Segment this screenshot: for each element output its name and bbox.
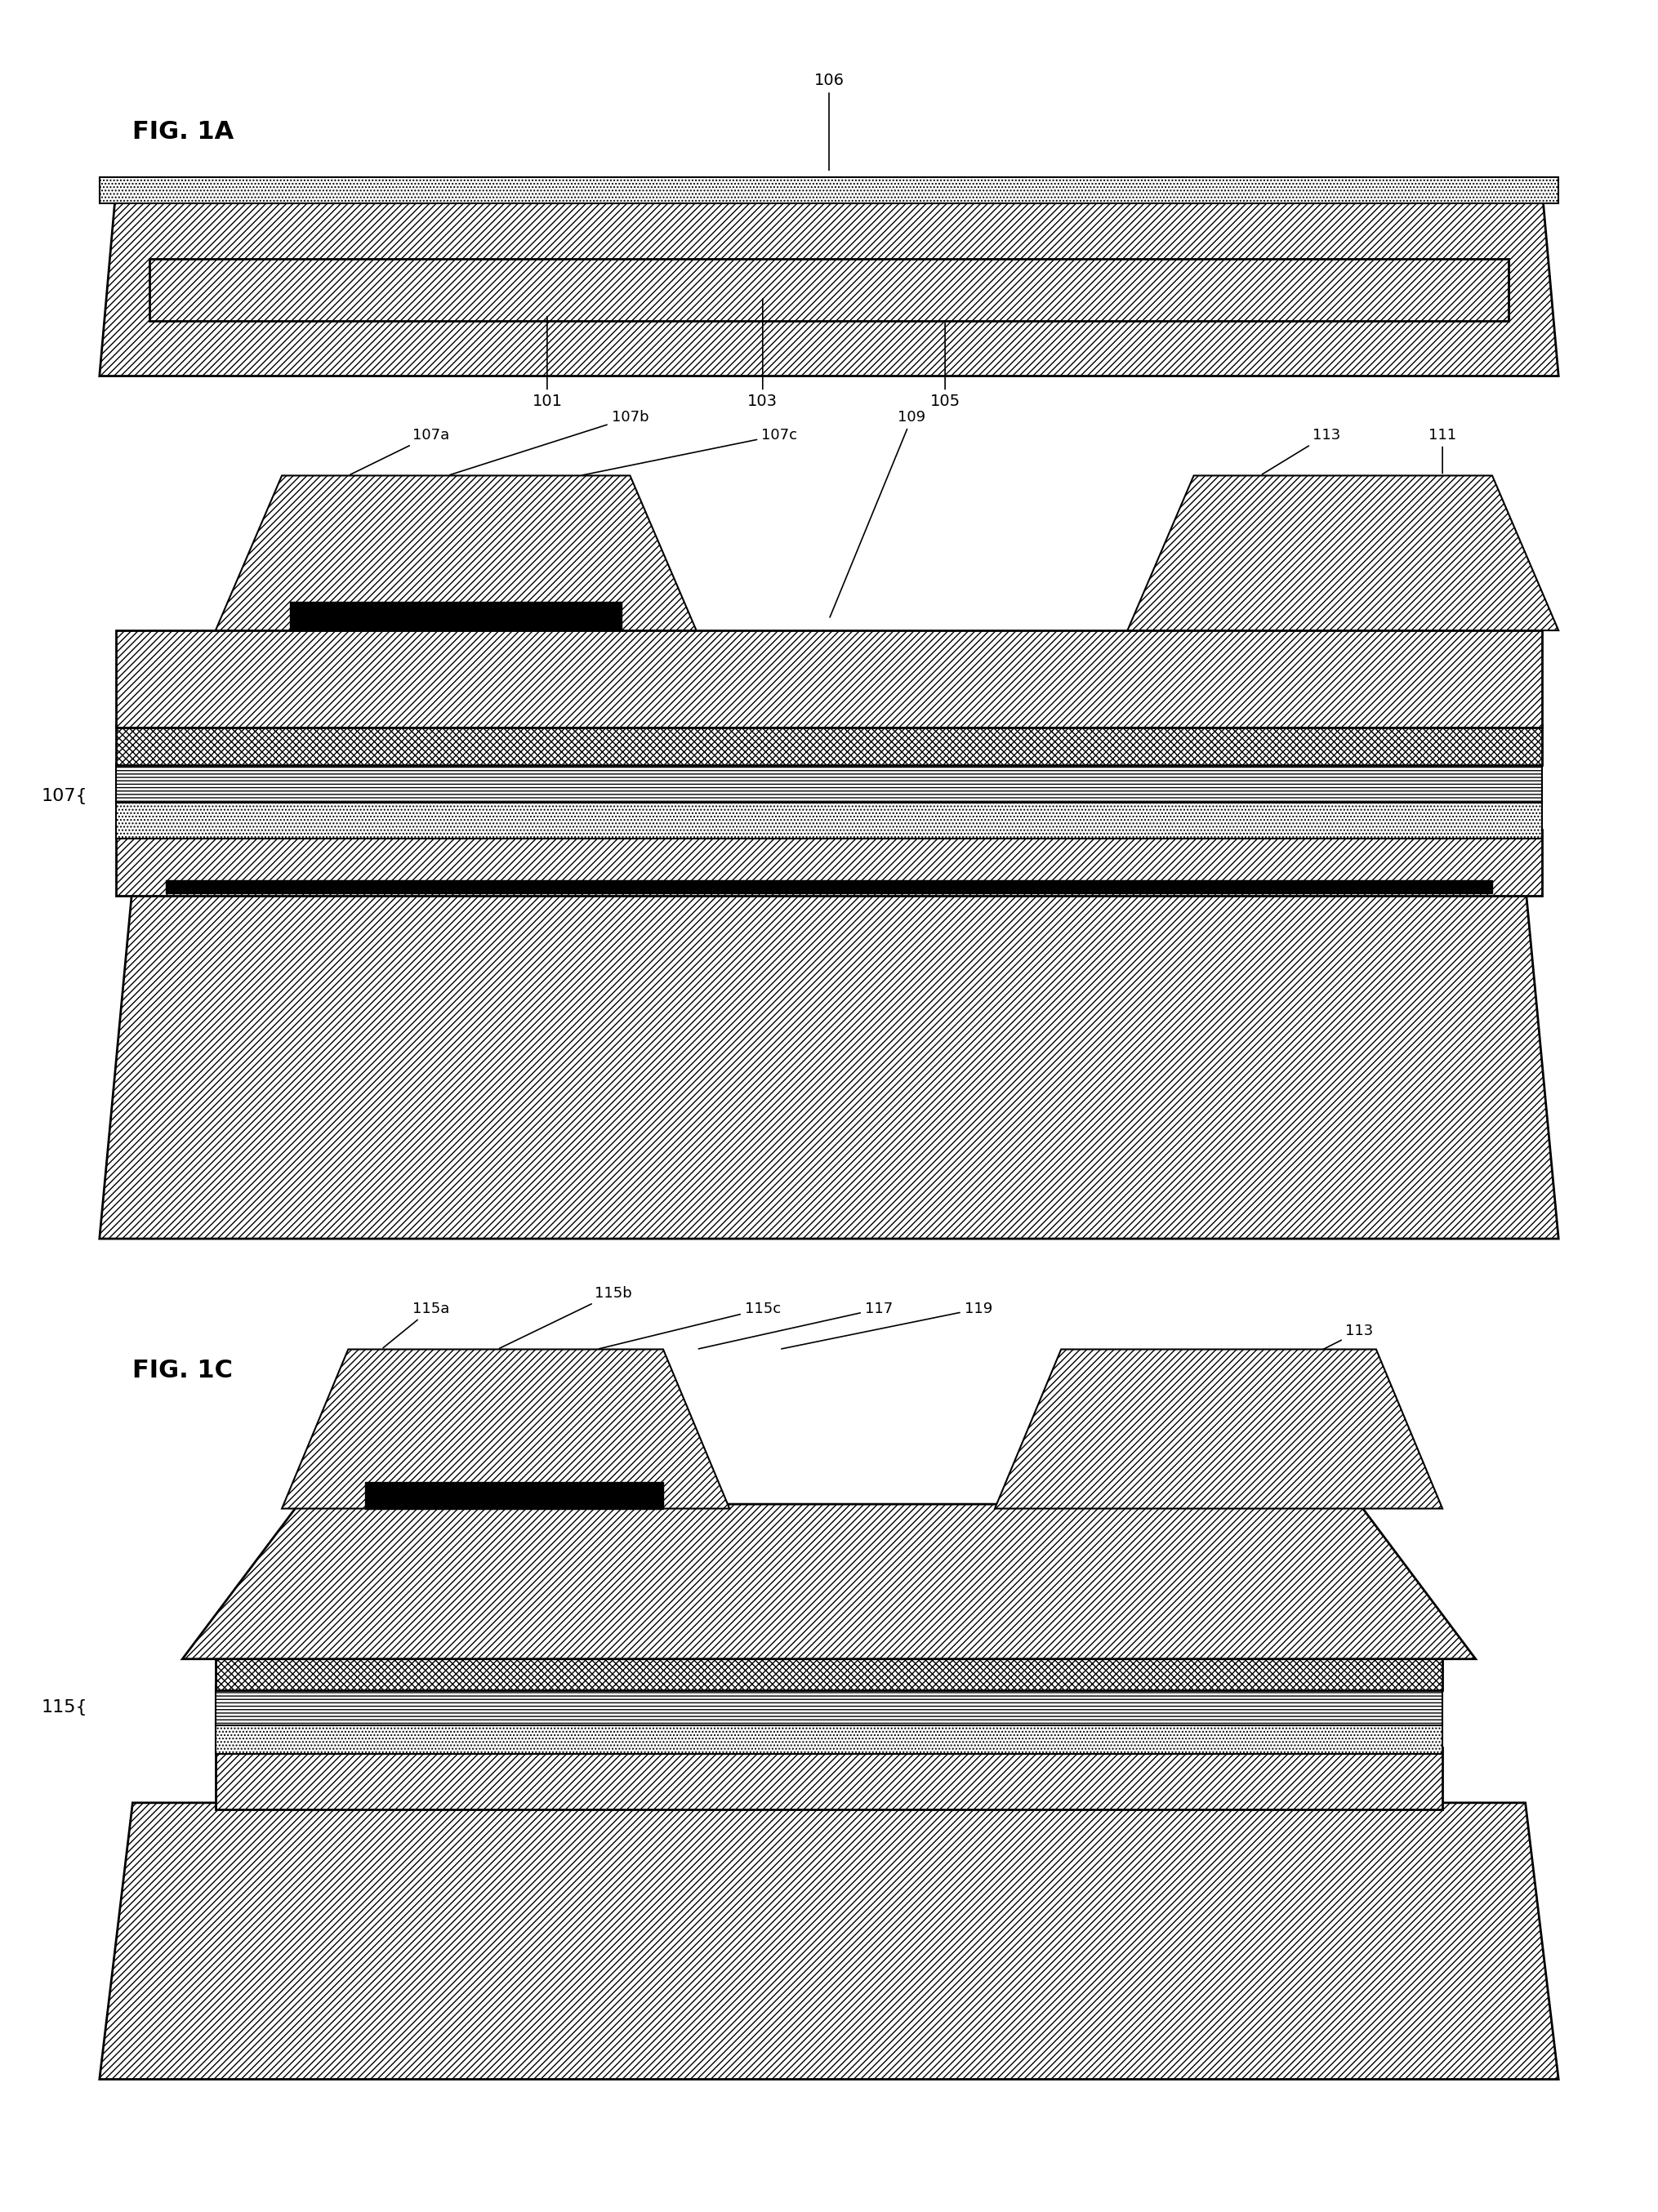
Text: 115a: 115a [383,1301,449,1347]
Bar [116,763,1542,803]
Polygon shape [99,885,1559,1239]
Text: 107{: 107{ [41,787,88,805]
Bar [216,1747,1442,1809]
Text: 115b: 115b [499,1285,632,1349]
Text: 107a: 107a [350,427,449,476]
Text: 113: 113 [1229,1323,1373,1398]
Text: FIG. 1A: FIG. 1A [133,119,234,144]
Text: 107b: 107b [449,409,648,476]
Bar [216,1652,1442,1690]
Text: 117: 117 [698,1301,892,1349]
Text: 113: 113 [1262,427,1340,473]
Polygon shape [182,1504,1476,1659]
Bar [116,801,1542,838]
Polygon shape [995,1349,1442,1509]
Polygon shape [216,476,696,630]
Bar [365,1482,663,1509]
Bar [116,726,1542,765]
Text: 103: 103 [748,299,778,409]
Text: FIG. 1B: FIG. 1B [133,816,234,841]
Polygon shape [1127,476,1559,630]
Bar [99,177,1559,204]
Text: 115c: 115c [599,1301,781,1349]
Text: 109: 109 [831,409,925,617]
Bar [216,1686,1442,1725]
Bar [116,630,1542,728]
Bar [149,259,1509,321]
Text: 107c: 107c [582,427,797,476]
Bar [116,830,1542,896]
Text: FIG. 1C: FIG. 1C [133,1358,234,1382]
Bar [166,880,1492,894]
Text: 101: 101 [532,316,562,409]
Text: 111: 111 [1429,427,1456,473]
Text: 106: 106 [814,73,844,170]
Polygon shape [99,1803,1559,2079]
Polygon shape [282,1349,730,1509]
Bar [216,1721,1442,1754]
Text: 115{: 115{ [41,1699,88,1717]
Polygon shape [99,188,1559,376]
Bar [290,602,622,630]
Text: 119: 119 [781,1301,991,1349]
Text: 105: 105 [930,323,960,409]
